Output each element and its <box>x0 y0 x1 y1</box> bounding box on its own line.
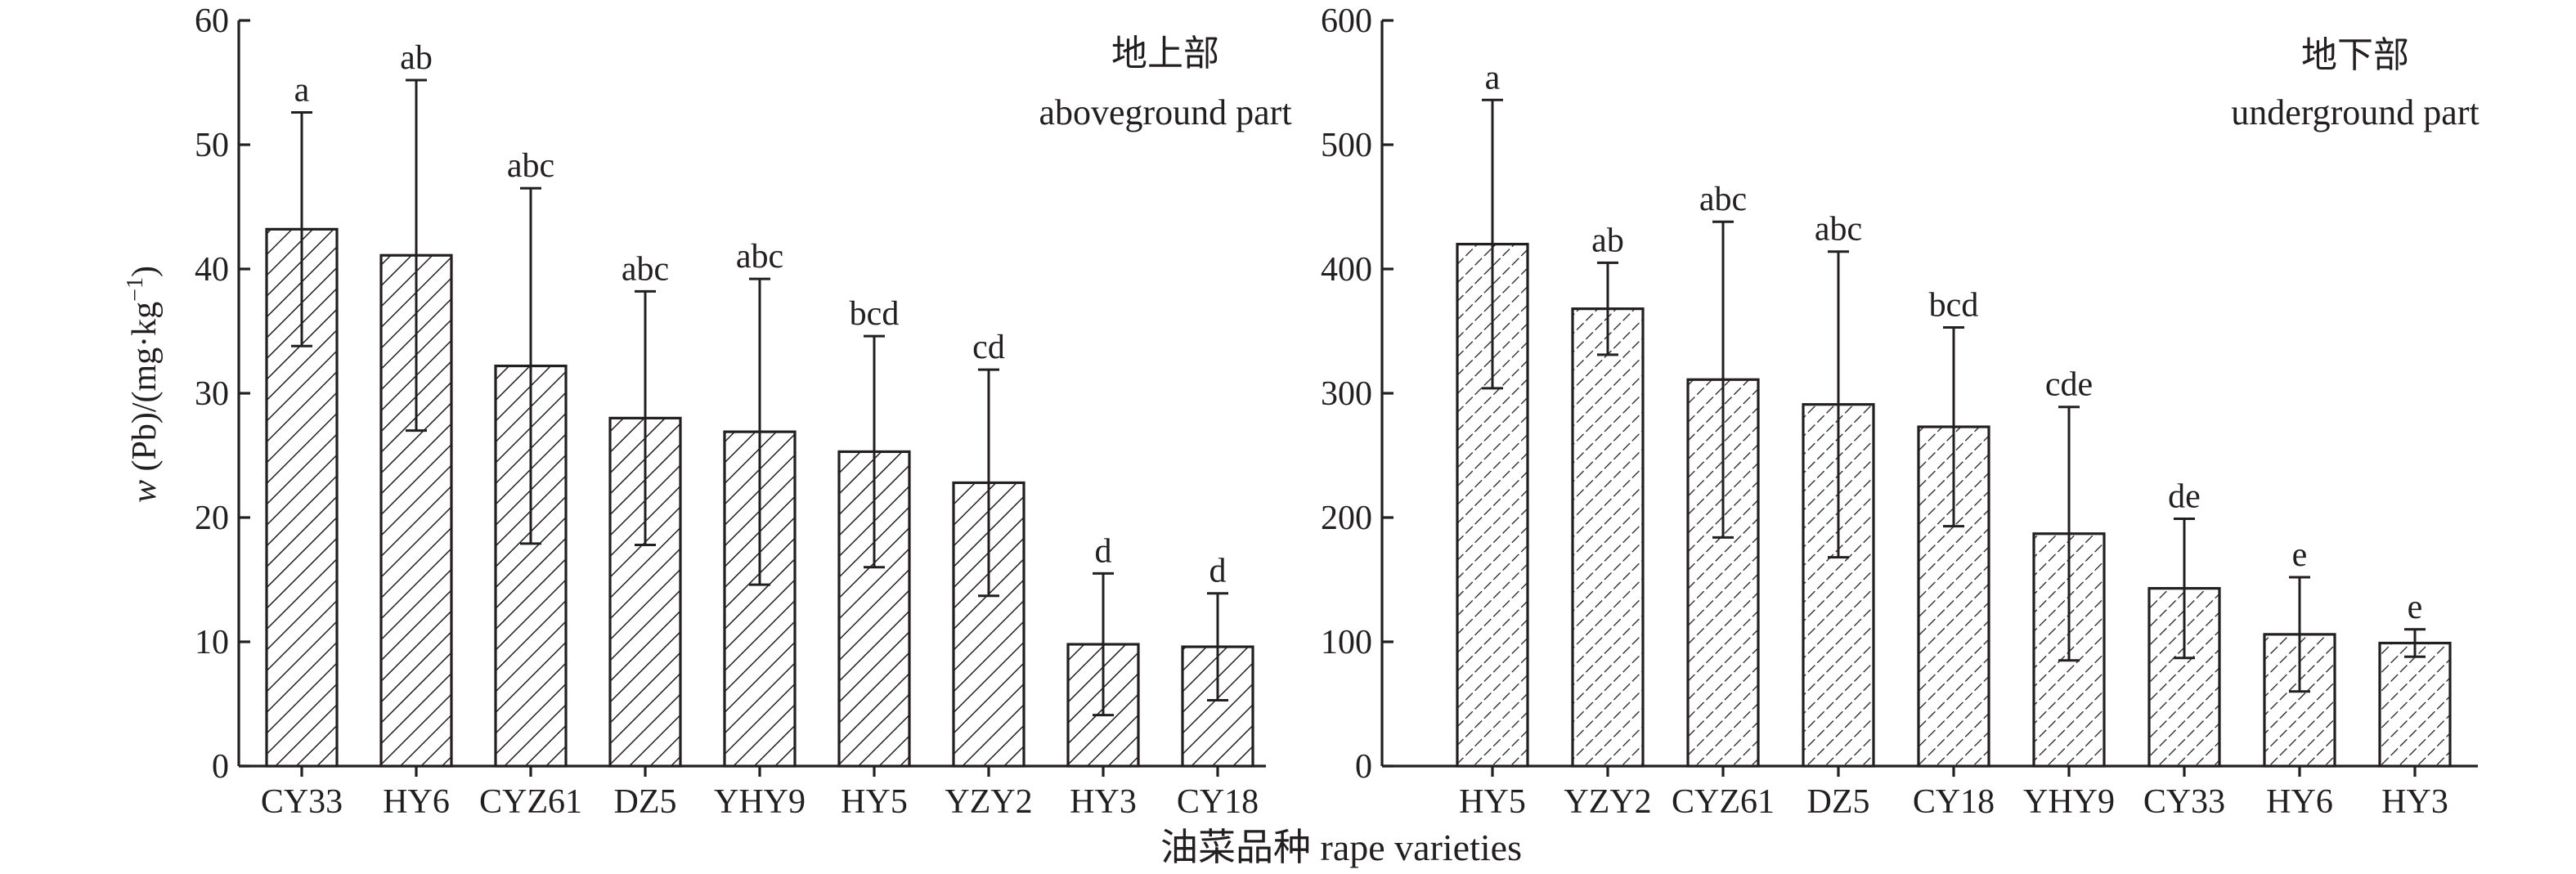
y-tick-label: 30 <box>195 375 229 413</box>
y-axis-label-superscript: −1 <box>123 277 148 302</box>
category-label: CYZ61 <box>479 783 582 821</box>
significance-letter: a <box>1485 59 1501 96</box>
significance-letter: a <box>294 71 310 109</box>
category-label: CYZ61 <box>1672 783 1775 821</box>
significance-letter: d <box>1095 532 1112 570</box>
y-tick-label: 200 <box>1321 500 1372 537</box>
y-tick-label: 10 <box>195 624 229 661</box>
category-label: YZY2 <box>1564 783 1651 821</box>
significance-letter: bcd <box>1929 286 1979 324</box>
y-tick-label: 50 <box>195 127 229 164</box>
y-tick-label: 0 <box>212 748 229 786</box>
y-tick-label: 60 <box>195 2 229 40</box>
panel-title-cn: 地下部 <box>2301 35 2409 75</box>
y-tick-label: 20 <box>195 500 229 537</box>
category-label: HY3 <box>2381 783 2448 821</box>
category-label: CY33 <box>2143 783 2225 821</box>
y-axis-label-main: (Pb)/(mg·kg <box>126 302 164 480</box>
significance-letter: e <box>2408 589 2423 626</box>
x-axis-label: 油菜品种 rape varieties <box>1160 827 1522 868</box>
underground-chart: 0 100 200 300 400 500 600 a HY5 ab YZY2 abc CYZ61 abc… <box>1321 2 2480 821</box>
category-label: CY18 <box>1177 783 1259 821</box>
category-label: YHY9 <box>2023 783 2115 821</box>
panel-title-en: aboveground part <box>1039 92 1291 132</box>
significance-letter: bcd <box>850 295 900 333</box>
y-axis-label-close: ) <box>126 266 164 277</box>
category-label: YZY2 <box>945 783 1032 821</box>
aboveground-chart: 0 10 20 30 40 50 60 a CY33 ab HY6 abc CYZ61 abc DZ5 abc… <box>195 2 1292 821</box>
significance-letter: cde <box>2045 366 2093 404</box>
significance-letter: abc <box>507 147 554 185</box>
category-label: HY6 <box>383 783 450 821</box>
category-label: HY5 <box>841 783 908 821</box>
significance-letter: d <box>1209 553 1227 590</box>
bar-yzy2 <box>1571 307 1645 768</box>
category-label: DZ5 <box>614 783 677 821</box>
significance-letter: de <box>2168 478 2201 516</box>
y-tick-label: 400 <box>1321 251 1372 289</box>
y-axis-label-italic: w <box>126 480 164 503</box>
category-label: DZ5 <box>1807 783 1870 821</box>
significance-letter: abc <box>1699 181 1747 218</box>
panel-title-en: underground part <box>2231 92 2479 132</box>
category-label: HY3 <box>1070 783 1137 821</box>
y-tick-label: 100 <box>1321 624 1372 661</box>
category-label: YHY9 <box>714 783 806 821</box>
bar-hy3 <box>2378 641 2452 768</box>
panel-title-cn: 地上部 <box>1111 34 1219 74</box>
y-tick-label: 600 <box>1321 2 1372 40</box>
y-tick-label: 500 <box>1321 127 1372 164</box>
y-tick-label: 40 <box>195 251 229 289</box>
category-label: HY5 <box>1459 783 1526 821</box>
significance-letter: e <box>2292 536 2308 574</box>
y-tick-label: 0 <box>1355 748 1372 786</box>
category-label: CY18 <box>1913 783 1995 821</box>
y-tick-label: 300 <box>1321 375 1372 413</box>
category-label: HY6 <box>2266 783 2333 821</box>
significance-letter: ab <box>1591 222 1624 259</box>
significance-letter: cd <box>972 329 1005 366</box>
significance-letter: abc <box>1815 211 1862 249</box>
significance-letter: ab <box>400 39 433 77</box>
significance-letter: abc <box>736 238 783 276</box>
significance-letter: abc <box>622 250 669 288</box>
y-axis-label: w (Pb)/(mg·kg−1) <box>123 266 164 503</box>
category-label: CY33 <box>261 783 343 821</box>
